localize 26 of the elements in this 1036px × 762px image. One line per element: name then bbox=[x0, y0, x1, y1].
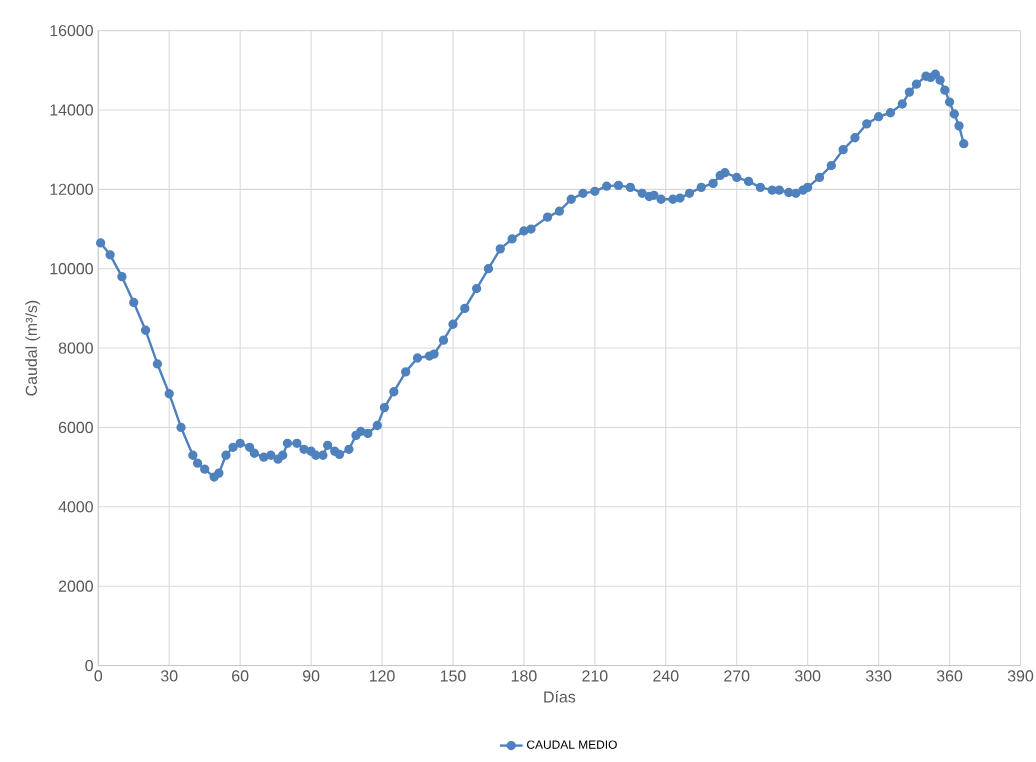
y-tick-label: 12000 bbox=[50, 183, 93, 195]
y-tick-label: 4000 bbox=[58, 501, 93, 513]
y-tick-label: 16000 bbox=[50, 24, 93, 37]
x-tick-label: 30 bbox=[160, 670, 178, 682]
x-tick-label: 240 bbox=[653, 670, 679, 682]
y-tick-label: 8000 bbox=[58, 342, 93, 354]
x-tick-label: 60 bbox=[232, 670, 249, 682]
y-tick-label: 14000 bbox=[50, 104, 93, 116]
x-tick-label: 0 bbox=[94, 670, 103, 682]
x-tick-label: 330 bbox=[865, 670, 892, 682]
x-tick-label: 390 bbox=[1007, 670, 1034, 682]
x-tick-label: 150 bbox=[440, 670, 466, 682]
x-tick-label: 300 bbox=[794, 670, 821, 682]
legend-label: CAUDAL MEDIO bbox=[527, 740, 617, 749]
x-tick-label: 360 bbox=[936, 670, 963, 682]
x-tick-label: 210 bbox=[582, 670, 608, 682]
y-tick-label: 2000 bbox=[58, 580, 93, 592]
x-tick-label: 270 bbox=[724, 670, 750, 682]
x-tick-label: 90 bbox=[302, 670, 320, 682]
y-tick-label: 0 bbox=[85, 659, 93, 672]
y-axis-title: Caudal (m³/s) bbox=[25, 300, 41, 396]
y-tick-label: 6000 bbox=[58, 421, 93, 434]
y-tick-label: 10000 bbox=[50, 263, 93, 275]
x-tick-label: 180 bbox=[511, 670, 537, 682]
x-axis-title: Días bbox=[544, 690, 576, 703]
x-tick-label: 120 bbox=[369, 670, 395, 682]
